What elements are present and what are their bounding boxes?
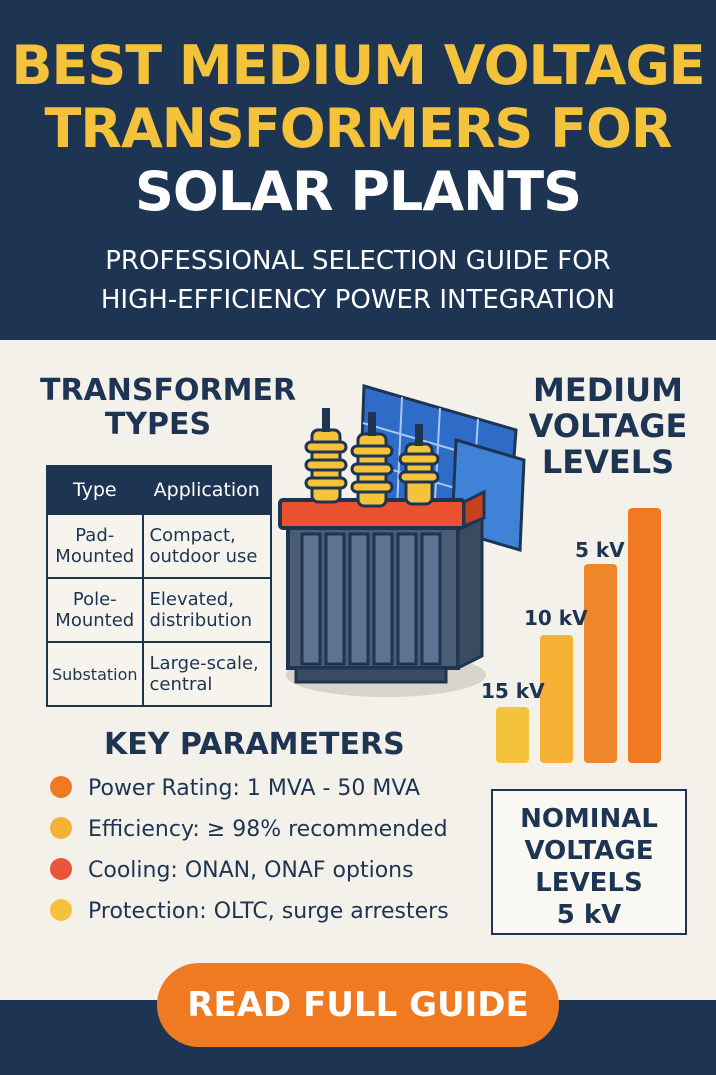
application-cell-line-1: Large-scale, — [149, 653, 259, 674]
application-cell: Large-scale, central — [141, 641, 273, 707]
nominal-voltage-box: NOMINAL VOLTAGE LEVELS 5 kV — [491, 789, 687, 935]
param-item: Efficiency: ≥ 98% recommended — [50, 815, 448, 845]
bullet-dot — [50, 776, 72, 798]
types-heading-line-2: TYPES — [104, 407, 212, 442]
types-heading-line-1: TRANSFORMER — [40, 373, 297, 408]
application-cell-line-2: outdoor use — [149, 546, 258, 567]
bushing-icons — [304, 428, 440, 508]
types-heading: TRANSFORMER TYPES — [40, 373, 297, 442]
bullet-dot — [50, 817, 72, 839]
header-banner — [0, 0, 716, 340]
table-header-row: Type Application — [46, 465, 273, 515]
param-text: Power Rating: 1 MVA - 50 MVA — [88, 776, 421, 801]
param-text: Protection: OLTC, surge arresters — [88, 899, 449, 924]
type-cell-line-1: Pole- — [72, 589, 117, 610]
voltage-bar — [628, 508, 661, 763]
voltage-bar — [496, 707, 529, 763]
read-full-guide-button[interactable]: READ FULL GUIDE — [157, 963, 559, 1047]
application-cell: Elevated, distribution — [141, 577, 273, 643]
type-cell-line-1: Pad- — [75, 525, 115, 546]
param-item: Power Rating: 1 MVA - 50 MVA — [50, 774, 420, 804]
title-line-2: TRANSFORMERS FOR — [44, 97, 673, 160]
nominal-line-3: LEVELS — [535, 868, 643, 898]
type-cell: Substation — [46, 641, 144, 707]
table-row: Pad- Mounted Compact, outdoor use — [46, 513, 273, 579]
terminal-icons — [322, 408, 423, 446]
application-cell-line-1: Elevated, — [149, 589, 234, 610]
voltage-label: 15 kV — [481, 679, 545, 703]
bullet-dot — [50, 899, 72, 921]
bullet-dot — [50, 858, 72, 880]
param-text: Efficiency: ≥ 98% recommended — [88, 817, 448, 842]
title-line-3: SOLAR PLANTS — [134, 160, 582, 223]
application-cell-line-2: central — [149, 674, 213, 695]
subtitle-line-1: PROFESSIONAL SELECTION GUIDE FOR — [105, 246, 611, 276]
voltage-label: 10 kV — [524, 606, 588, 630]
voltage-heading-line-2: VOLTAGE — [528, 407, 688, 445]
param-item: Cooling: ONAN, ONAF options — [50, 856, 414, 886]
title-line-1: BEST MEDIUM VOLTAGE — [11, 34, 705, 97]
type-cell: Pad- Mounted — [46, 513, 144, 579]
voltage-label: 5 kV — [575, 538, 625, 562]
nominal-line-4: 5 kV — [556, 900, 622, 930]
transformer-with-solar-panel-icon — [278, 384, 526, 697]
application-cell-line-1: Compact, — [149, 525, 236, 546]
application-cell-line-2: distribution — [149, 610, 253, 631]
type-cell-line-2: Mounted — [55, 610, 135, 631]
voltage-heading: MEDIUM VOLTAGE LEVELS — [520, 372, 696, 480]
nominal-line-1: NOMINAL — [520, 804, 658, 834]
application-cell: Compact, outdoor use — [141, 513, 273, 579]
transformer-types-table: Type Application Pad- Mounted Compact, out… — [46, 465, 273, 707]
param-text: Cooling: ONAN, ONAF options — [88, 858, 414, 883]
subtitle-line-2: HIGH-EFFICIENCY POWER INTEGRATION — [100, 285, 616, 315]
type-cell: Pole- Mounted — [46, 577, 144, 643]
nominal-line-2: VOLTAGE — [524, 836, 654, 866]
table-row: Substation Large-scale, central — [46, 641, 273, 707]
column-header-type: Type — [46, 465, 144, 515]
column-header-application: Application — [141, 465, 273, 515]
voltage-heading-line-3: LEVELS — [541, 443, 675, 481]
voltage-heading-line-1: MEDIUM — [533, 371, 683, 409]
type-cell-line-1: Substation — [52, 664, 138, 684]
param-item: Protection: OLTC, surge arresters — [50, 897, 449, 927]
params-heading: KEY PARAMETERS — [104, 727, 405, 762]
table-row: Pole- Mounted Elevated, distribution — [46, 577, 273, 643]
voltage-bar — [584, 564, 617, 763]
type-cell-line-2: Mounted — [55, 546, 135, 567]
transformer-icon — [278, 489, 486, 684]
voltage-bar — [540, 635, 573, 763]
